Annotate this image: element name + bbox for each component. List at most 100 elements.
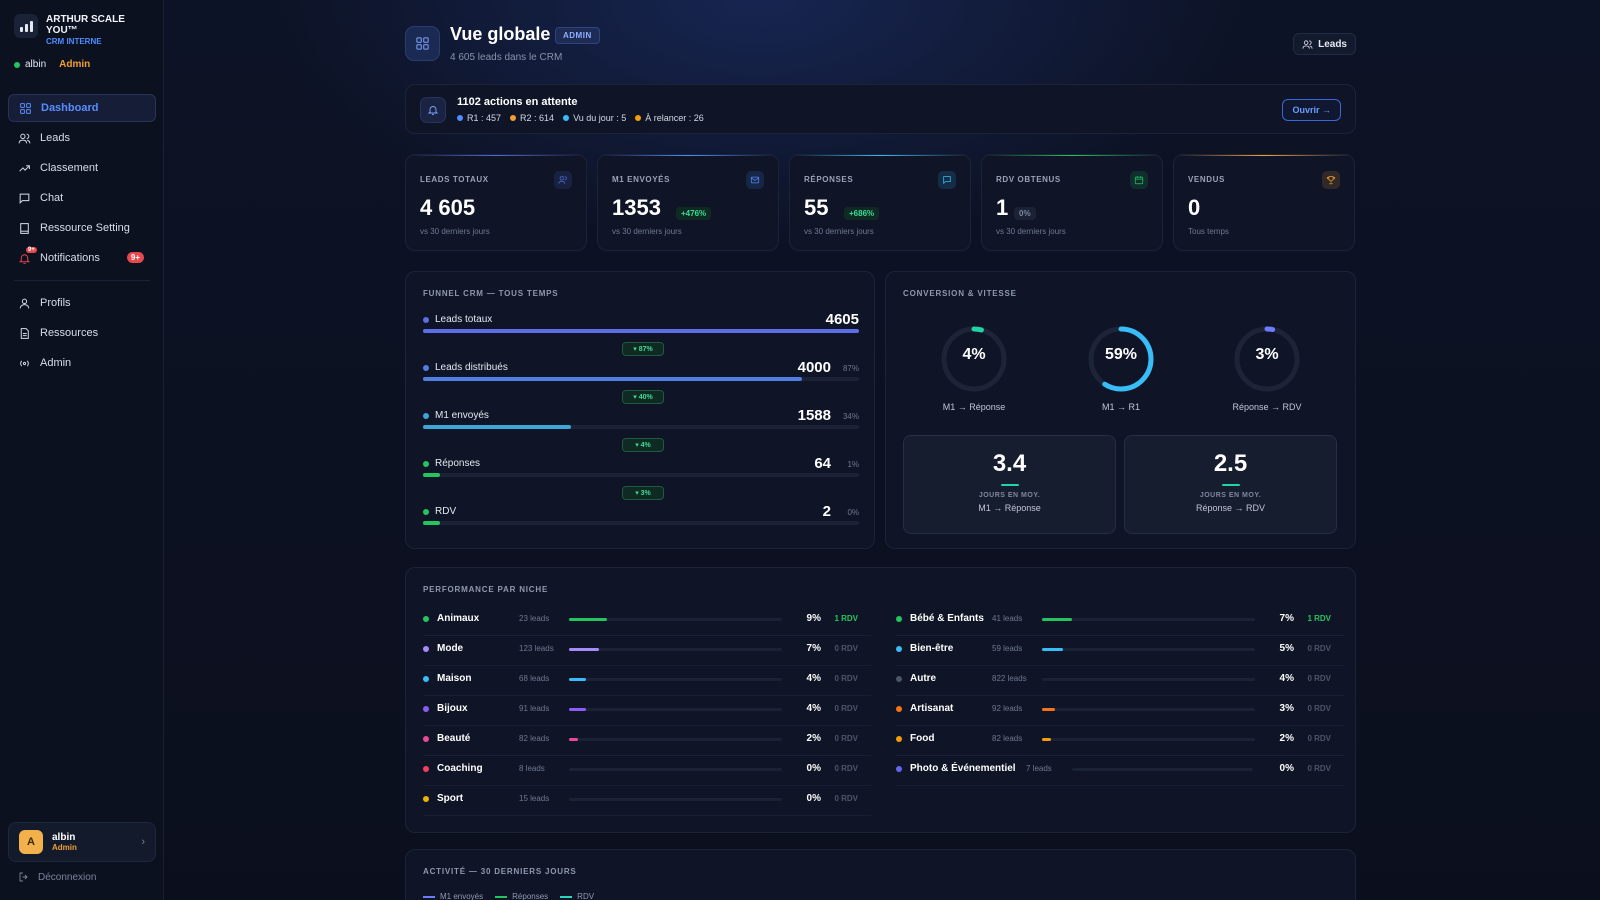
kpi-card[interactable]: VENDUS 0 Tous temps <box>1173 154 1355 251</box>
kpi-footnote: vs 30 derniers jours <box>612 227 682 236</box>
funnel-step[interactable]: Leads distribués 4000 87% <box>423 359 859 392</box>
nav-item-ressource-setting[interactable]: Ressource Setting <box>8 214 156 242</box>
stat-label: R2 : 614 <box>520 113 555 123</box>
legend-label: RDV <box>577 892 595 900</box>
progress-ring-icon <box>941 326 1007 392</box>
status-dot-icon <box>423 316 429 323</box>
conversion-title: CONVERSION & VITESSE <box>903 289 1017 298</box>
niche-name: Animaux <box>437 613 480 624</box>
nav-item-profils[interactable]: Profils <box>8 289 156 317</box>
nav-item-chat[interactable]: Chat <box>8 184 156 212</box>
status-dot-icon <box>423 508 429 515</box>
speed-label: Réponse → RDV <box>1195 503 1266 513</box>
nav-item-notifications[interactable]: 9+ Notifications 9+ <box>8 244 156 272</box>
funnel-step-name: Leads distribués <box>435 362 508 373</box>
nav-label: Ressource Setting <box>40 222 130 234</box>
niche-row[interactable]: Artisanat 92 leads 3% 0 RDV <box>896 696 1344 726</box>
nav-label: Classement <box>40 162 99 174</box>
nav-item-dashboard[interactable]: Dashboard <box>8 94 156 122</box>
niche-row[interactable]: Coaching 8 leads 0% 0 RDV <box>423 756 871 786</box>
nav-item-admin[interactable]: Admin <box>8 349 156 377</box>
niche-row[interactable]: Beauté 82 leads 2% 0 RDV <box>423 726 871 756</box>
niche-row[interactable]: Maison 68 leads 4% 0 RDV <box>423 666 871 696</box>
kpi-value: 0 <box>1188 195 1201 220</box>
niche-row[interactable]: Autre 822 leads 4% 0 RDV <box>896 666 1344 696</box>
legend-item[interactable]: RDV <box>560 892 594 900</box>
nav-label: Notifications <box>40 252 100 264</box>
niche-leads: 15 leads <box>519 794 550 803</box>
open-actions-button[interactable]: Ouvrir → <box>1282 99 1341 121</box>
status-dot-icon <box>896 736 902 742</box>
niche-leads: 123 leads <box>519 644 554 653</box>
ring-label: M1 → Réponse <box>942 402 1006 412</box>
leads-button[interactable]: Leads <box>1293 33 1356 55</box>
funnel-step-value: 4000 <box>797 359 831 376</box>
niche-name: Sport <box>437 793 464 804</box>
niche-row[interactable]: Mode 123 leads 7% 0 RDV <box>423 636 871 666</box>
niche-bar-fill <box>1042 708 1055 711</box>
kpi-card[interactable]: RÉPONSES 55 +686% vs 30 derniers jours <box>789 154 971 251</box>
niche-percent: 9% <box>806 613 821 624</box>
legend-swatch-icon <box>560 895 573 898</box>
funnel-step[interactable]: M1 envoyés 1588 34% <box>423 407 859 440</box>
kpi-card[interactable]: M1 ENVOYÉS 1353 +476% vs 30 derniers jours <box>597 154 779 251</box>
niche-rdv: 0 RDV <box>1307 674 1331 683</box>
legend-item[interactable]: Réponses <box>495 892 548 900</box>
niche-row[interactable]: Photo & Événementiel 7 leads 0% 0 RDV <box>896 756 1344 786</box>
kpi-accent-line <box>406 155 586 156</box>
niche-row[interactable]: Food 82 leads 2% 0 RDV <box>896 726 1344 756</box>
niche-percent: 2% <box>806 733 821 744</box>
nav-label: Leads <box>40 132 70 144</box>
funnel-step-name: RDV <box>435 506 457 517</box>
current-user: albin Admin <box>14 59 90 70</box>
funnel-step-label: RDV <box>423 506 456 517</box>
kpi-label: RÉPONSES <box>804 175 854 184</box>
ring-label: Réponse → RDV <box>1232 402 1302 412</box>
niche-row[interactable]: Bijoux 91 leads 4% 0 RDV <box>423 696 871 726</box>
funnel-step[interactable]: Réponses 64 1% <box>423 455 859 488</box>
funnel-drop-badge: ▾ 40% <box>622 390 664 404</box>
trophy-icon <box>1322 171 1340 189</box>
funnel-step-percent: 0% <box>847 508 859 517</box>
niche-name: Food <box>910 733 935 744</box>
nav-item-ressources[interactable]: Ressources <box>8 319 156 347</box>
brand[interactable]: ARTHUR SCALE YOU™ CRM INTERNE <box>14 14 136 46</box>
funnel-step-value: 1588 <box>797 407 831 424</box>
niche-percent: 0% <box>806 793 821 804</box>
niche-name: Mode <box>437 643 464 654</box>
kpi-card[interactable]: RDV OBTENUS 1 0% vs 30 derniers jours <box>981 154 1163 251</box>
niche-row[interactable]: Animaux 23 leads 9% 1 RDV <box>423 606 871 636</box>
niche-row[interactable]: Bébé & Enfants 41 leads 7% 1 RDV <box>896 606 1344 636</box>
niche-row[interactable]: Bien-être 59 leads 5% 0 RDV <box>896 636 1344 666</box>
funnel-bar-track <box>423 521 859 525</box>
speed-divider <box>1221 484 1240 486</box>
niche-bar-fill <box>569 648 599 651</box>
funnel-step[interactable]: Leads totaux 4605 <box>423 311 859 344</box>
users-icon <box>554 171 572 189</box>
funnel-step[interactable]: RDV 2 0% <box>423 503 859 536</box>
niche-rdv: 0 RDV <box>1307 644 1331 653</box>
logout-button[interactable]: Déconnexion <box>18 871 96 883</box>
legend-item[interactable]: M1 envoyés <box>423 892 483 900</box>
niche-leads: 7 leads <box>1026 764 1052 773</box>
niche-leads: 822 leads <box>992 674 1027 683</box>
niche-percent: 7% <box>806 643 821 654</box>
kpi-card[interactable]: LEADS TOTAUX 4 605 vs 30 derniers jours <box>405 154 587 251</box>
status-dot-icon <box>423 766 429 772</box>
speed-card: 2.5 JOURS EN MOY. Réponse → RDV <box>1124 435 1337 534</box>
nav-item-classement[interactable]: Classement <box>8 154 156 182</box>
speed-label: M1 → Réponse <box>978 503 1041 513</box>
nav-item-leads[interactable]: Leads <box>8 124 156 152</box>
niche-leads: 59 leads <box>992 644 1023 653</box>
status-dot-icon <box>423 706 429 712</box>
funnel-bar-fill <box>423 329 859 333</box>
kpi-footnote: vs 30 derniers jours <box>420 227 490 236</box>
funnel-step-value: 4605 <box>825 311 859 328</box>
niche-bar-track <box>1042 678 1255 681</box>
nav-label: Ressources <box>40 327 99 339</box>
activity-title: ACTIVITÉ — 30 DERNIERS JOURS <box>423 867 577 876</box>
speed-value: 2.5 <box>1213 450 1248 477</box>
bell-icon <box>18 253 31 264</box>
user-card[interactable]: A albin Admin › <box>8 822 156 862</box>
niche-row[interactable]: Sport 15 leads 0% 0 RDV <box>423 786 871 816</box>
